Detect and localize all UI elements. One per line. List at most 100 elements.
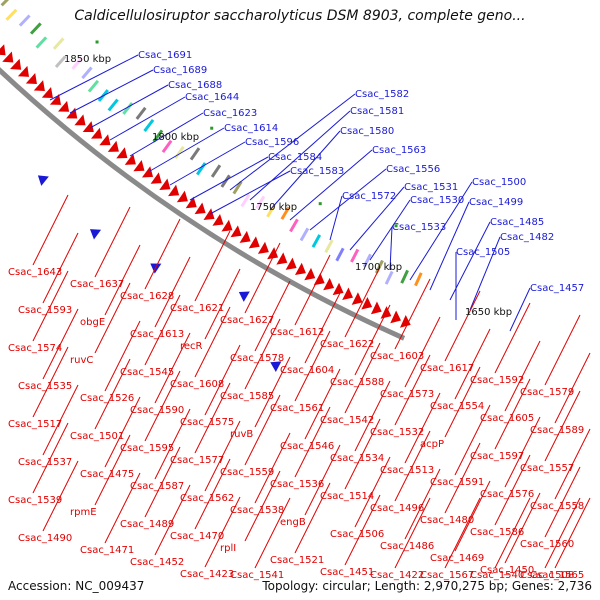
- forward-leader-line: [129, 112, 204, 157]
- forward-gene-label: Csac_1563: [372, 145, 426, 156]
- cog-block: [87, 79, 100, 93]
- kbp-label: 1850 kbp: [64, 54, 111, 65]
- reverse-leader-line: [144, 294, 181, 366]
- reverse-gene-label: Csac_1613: [130, 329, 184, 340]
- reverse-feature-arrow: [150, 172, 162, 184]
- cog-block: [400, 269, 409, 284]
- reverse-gene-label: Csac_1508: [520, 570, 574, 581]
- reverse-gene-label: Csac_1561: [270, 403, 324, 414]
- reverse-leader-line: [444, 442, 481, 514]
- forward-gene-label: Csac_1644: [185, 92, 239, 103]
- cog-block: [255, 195, 266, 210]
- reverse-gene-label: Csac_1560: [520, 539, 574, 550]
- reverse-leader-line: [544, 497, 581, 569]
- forward-gene-label: Csac_1689: [153, 65, 207, 76]
- reverse-leader-line: [444, 497, 481, 569]
- reverse-gene-label: Csac_1490: [18, 533, 72, 544]
- reverse-gene-label: Csac_1628: [120, 291, 174, 302]
- reverse-leader-line: [404, 392, 441, 464]
- forward-gene-label: Csac_1531: [404, 182, 458, 193]
- cog-block: [107, 98, 119, 112]
- reverse-feature-arrow: [267, 247, 279, 260]
- reverse-leader-line: [454, 328, 491, 400]
- reverse-feature-arrow: [390, 310, 401, 324]
- reverse-feature-arrow: [91, 127, 103, 139]
- accession-text: Accession: NC_009437: [8, 579, 145, 593]
- reverse-leader-line: [544, 314, 581, 386]
- reverse-leader-line: [194, 230, 231, 302]
- reverse-gene-label: Csac_1559: [220, 467, 274, 478]
- forward-gene-label: Csac_1485: [490, 217, 544, 228]
- reverse-leader-line: [42, 384, 79, 456]
- reverse-leader-line: [394, 278, 431, 350]
- reverse-leader-line: [154, 408, 191, 480]
- reverse-leader-line: [244, 242, 281, 314]
- reverse-feature-arrow: [168, 184, 180, 197]
- cog-block: [122, 102, 134, 115]
- reverse-gene-label: recR: [180, 341, 203, 352]
- reverse-leader-line: [494, 454, 531, 526]
- cog-block: [220, 174, 231, 188]
- forward-leader-line: [329, 195, 343, 241]
- forward-leader-line: [449, 221, 491, 301]
- reverse-feature-arrow: [33, 80, 45, 92]
- rna-marker: [394, 224, 398, 228]
- cog-block: [362, 253, 372, 268]
- kbp-scale: 1850 kbp 1800 kbp 1750 kbp 1700 kbp 1650 kbp: [64, 54, 512, 318]
- reverse-leader-line: [544, 390, 581, 462]
- reverse-gene-label: Csac_1489: [120, 519, 174, 530]
- reverse-feature-arrow: [124, 153, 136, 165]
- map-title: Caldicellulosiruptor saccharolyticus DSM…: [74, 8, 526, 24]
- reverse-leader-line: [194, 458, 231, 530]
- reverse-gene-label: Csac_1535: [18, 381, 72, 392]
- kbp-label: 1700 kbp: [355, 262, 402, 273]
- reverse-gene-label: Csac_1562: [180, 493, 234, 504]
- genome-backbone: [0, 67, 406, 341]
- reverse-leader-line: [204, 268, 241, 340]
- cog-block: [289, 218, 299, 233]
- kbp-label: 1800 kbp: [152, 132, 199, 143]
- reverse-gene-label: Csac_1575: [180, 417, 234, 428]
- forward-gene-label: Csac_1581: [350, 106, 404, 117]
- cog-block: [35, 36, 48, 49]
- reverse-leader-line: [304, 292, 341, 364]
- reverse-leader-line: [554, 428, 591, 500]
- forward-leader-line: [289, 149, 373, 221]
- reverse-leader-line: [494, 497, 531, 569]
- cog-block: [135, 106, 147, 120]
- reverse-leader-line: [144, 370, 181, 442]
- forward-gene-label: Csac_1499: [469, 197, 523, 208]
- reverse-gene-label: Csac_1450: [480, 565, 534, 576]
- reverse-gene-label: ruvB: [230, 429, 253, 440]
- reverse-leader-line: [144, 218, 181, 290]
- forward-gene-label: Csac_1505: [456, 247, 510, 258]
- forward-leader-line: [369, 199, 411, 261]
- reverse-leader-line: [544, 466, 581, 538]
- cog-block: [18, 14, 31, 27]
- label-leaders: [32, 54, 591, 569]
- reverse-leader-line: [294, 254, 331, 326]
- cog-block: [311, 234, 322, 248]
- reverse-gene-label: Csac_1586: [470, 527, 524, 538]
- reverse-gene-label: Csac_1540: [470, 570, 524, 581]
- reverse-leader-line: [454, 404, 491, 476]
- reverse-leader-line: [94, 434, 131, 506]
- reverse-gene-label: Csac_1501: [70, 431, 124, 442]
- reverse-leader-line: [504, 340, 541, 412]
- reverse-gene-label: Csac_1643: [8, 267, 62, 278]
- reverse-gene-label: Csac_1521: [270, 555, 324, 566]
- reverse-leader-line: [204, 496, 241, 568]
- forward-gene-label: Csac_1623: [203, 108, 257, 119]
- reverse-gene-label: Csac_1565: [530, 570, 584, 581]
- cog-block: [0, 0, 10, 7]
- reverse-feature-arrow: [41, 87, 53, 98]
- reverse-feature-arrow: [276, 252, 288, 265]
- reverse-feature-arrow: [185, 196, 197, 209]
- reverse-feature-arrow: [107, 140, 119, 152]
- genome-summary: Topology: circular; Length: 2,970,275 bp…: [262, 579, 592, 593]
- forward-gene-label: Csac_1596: [245, 137, 299, 148]
- reverse-leader-line: [154, 484, 191, 556]
- reverse-feature-arrow: [285, 257, 297, 270]
- reverse-leader-line: [404, 316, 441, 388]
- cog-block: [174, 145, 185, 160]
